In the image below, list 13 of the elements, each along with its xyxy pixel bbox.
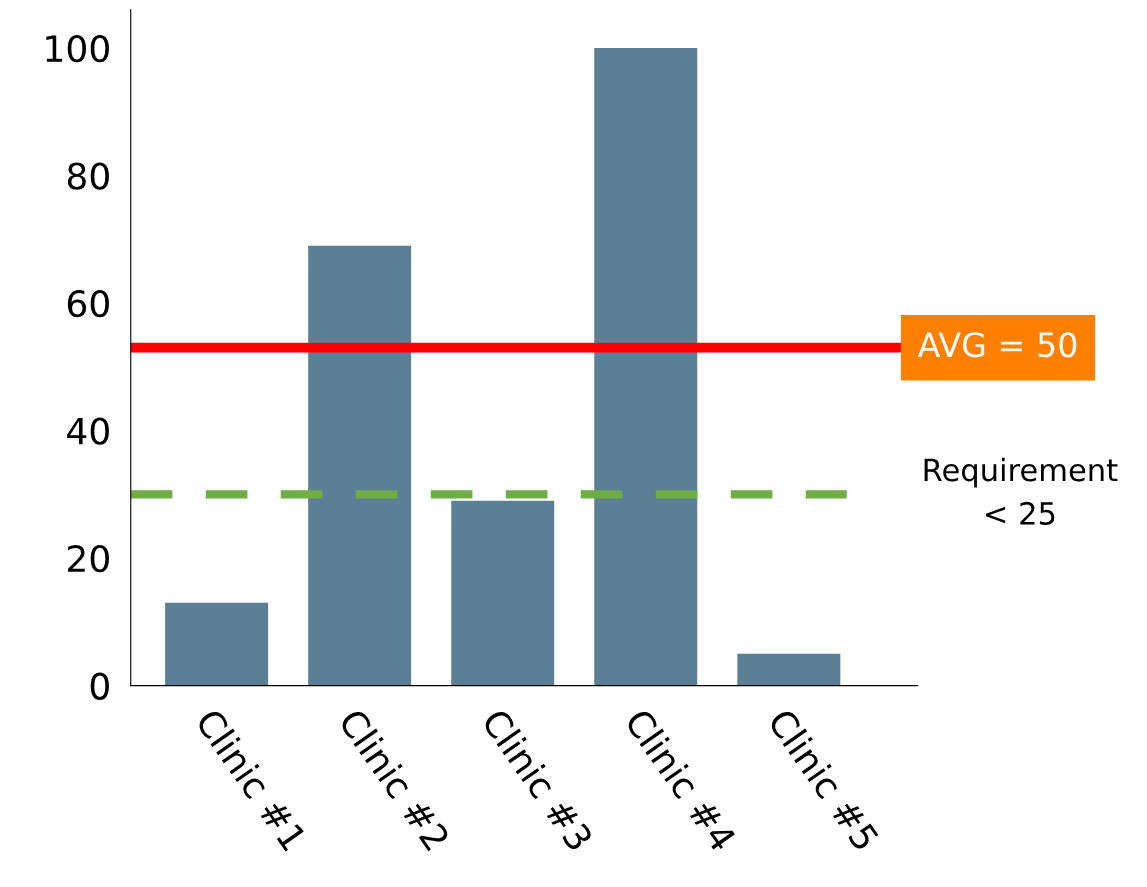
y-tick-label: 60 [67,289,109,318]
bar [594,48,698,686]
y-tick-label: 40 [67,417,109,445]
bar [165,602,269,686]
y-tick-label: 20 [68,545,109,573]
text: AVG = 50 [917,332,1077,358]
ref-line-label: Requirement < 25 [924,457,1118,525]
bar [451,500,555,686]
bar [737,653,841,686]
bar [308,245,412,686]
y-tick-label: 0 [90,672,109,700]
y-tick-label: 100 [46,34,109,63]
y-tick-label: 80 [67,162,109,190]
